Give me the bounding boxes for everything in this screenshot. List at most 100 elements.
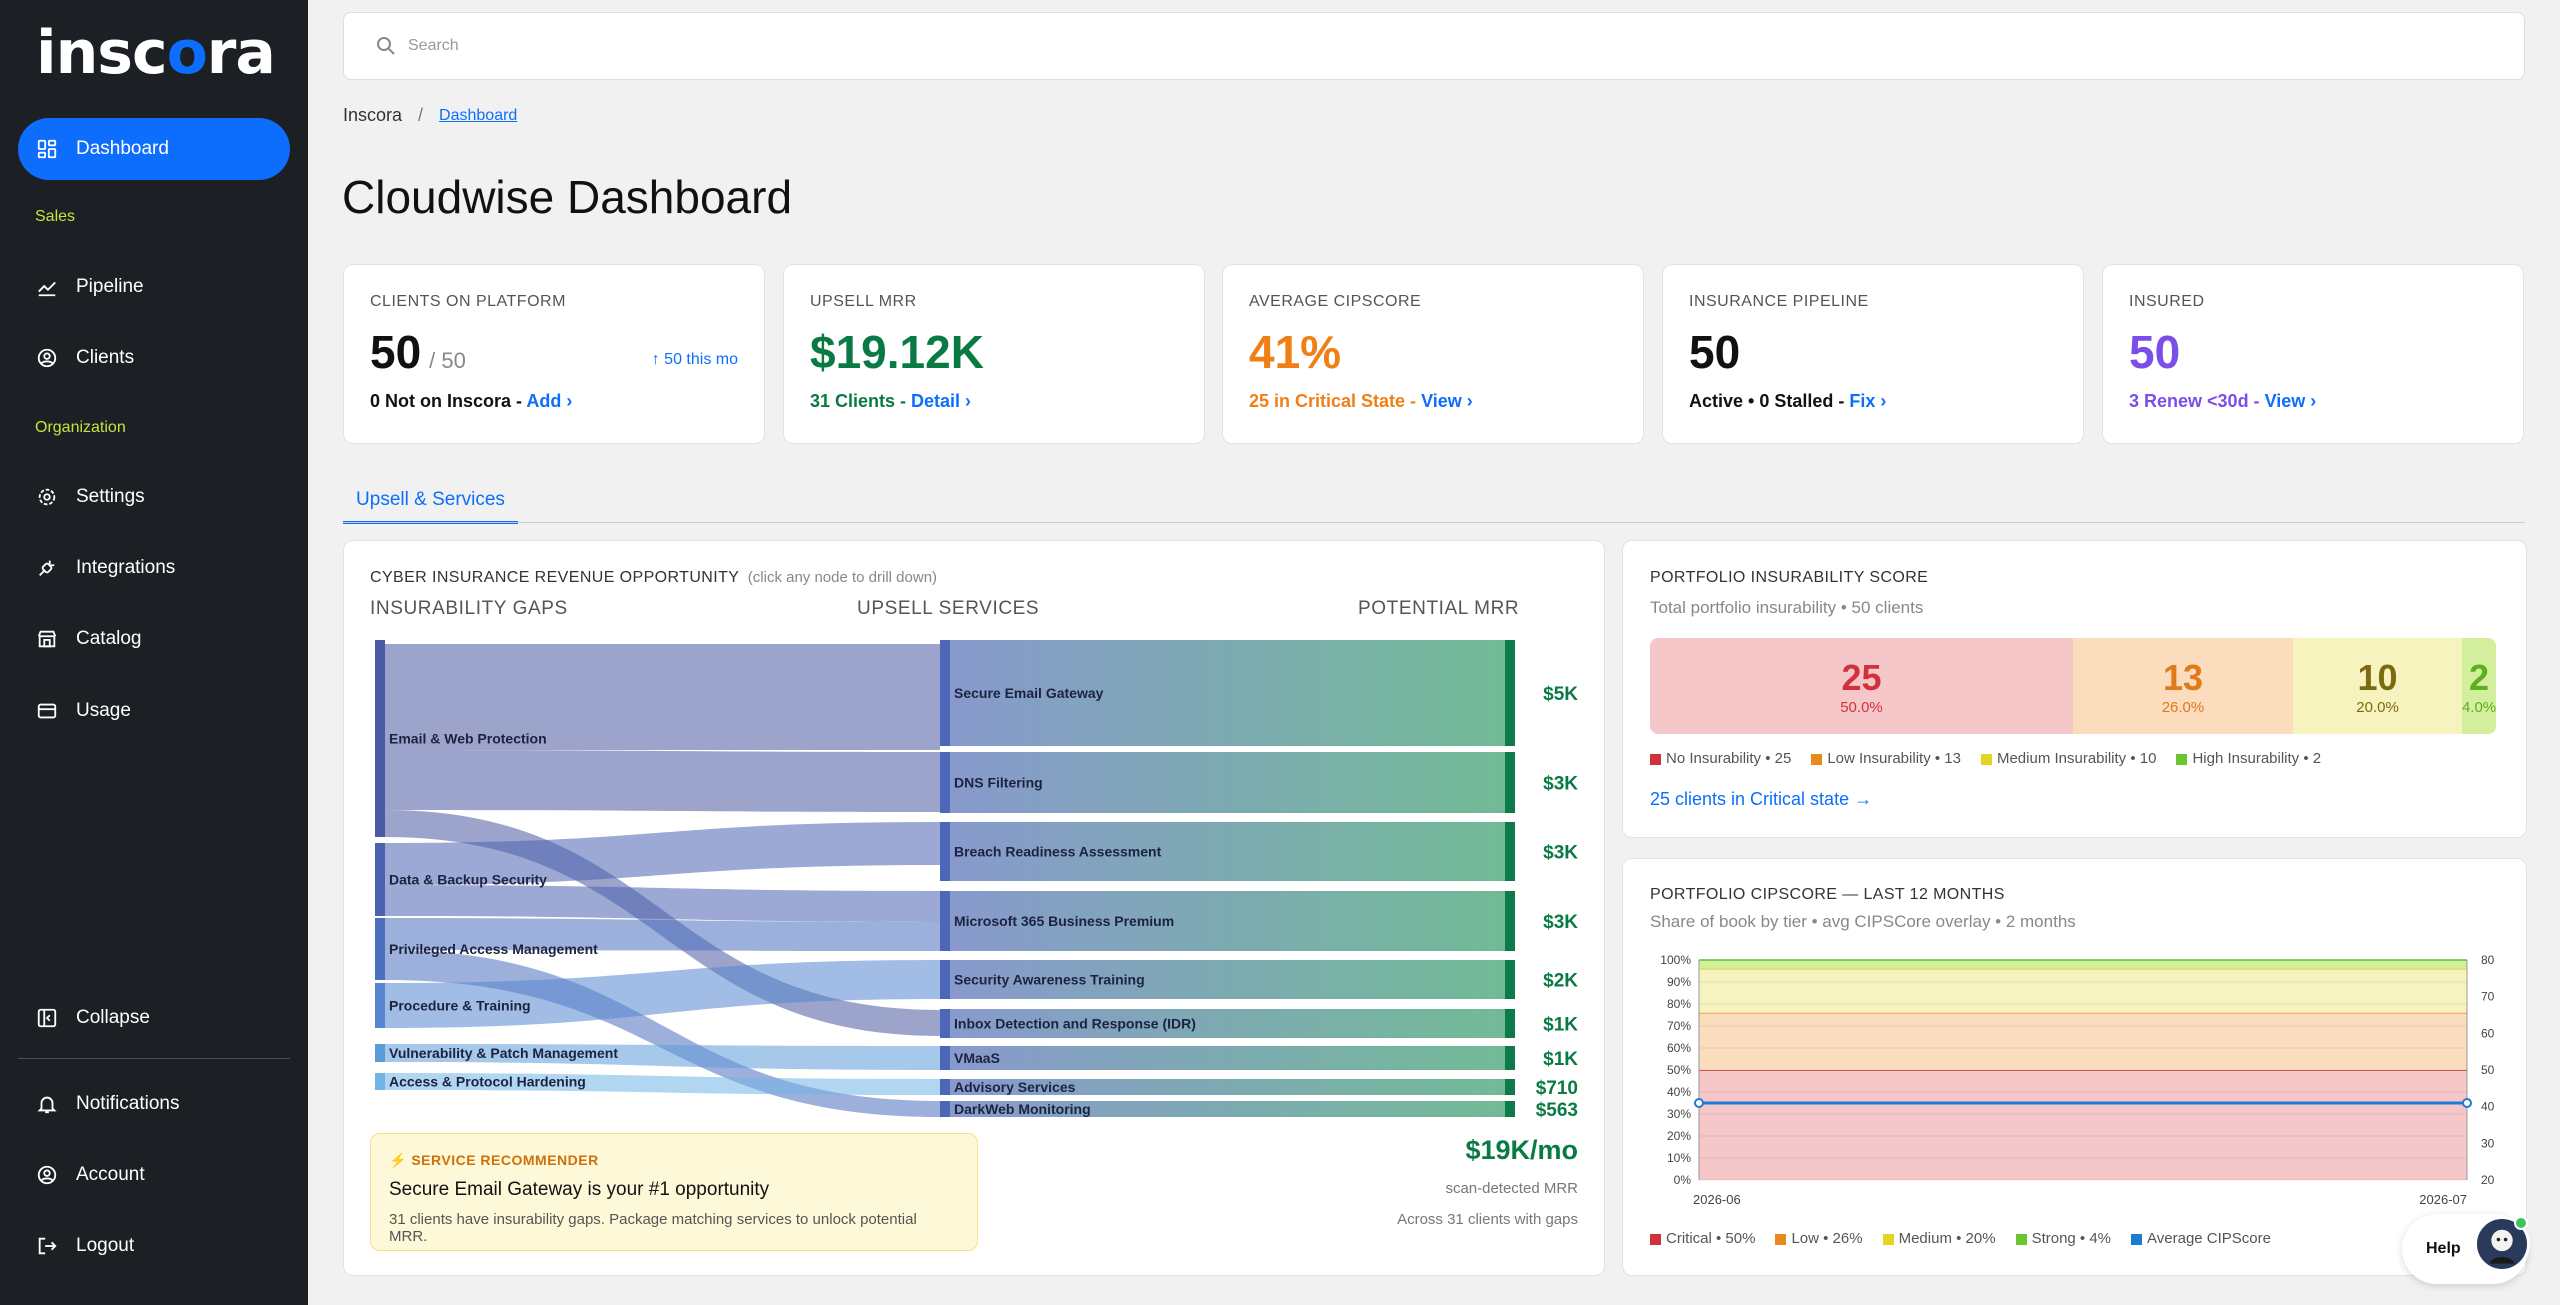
logout-icon bbox=[36, 1235, 58, 1257]
legend-label: Low • 26% bbox=[1791, 1230, 1863, 1247]
sankey-mrr-node[interactable] bbox=[1505, 752, 1515, 813]
sankey-service-flow[interactable] bbox=[950, 1101, 1505, 1117]
sankey-link[interactable] bbox=[385, 918, 940, 951]
legend-item: Strong • 4% bbox=[2015, 1230, 2111, 1247]
kpi-card[interactable]: INSURANCE PIPELINE 50 Active • 0 Stalled… bbox=[1662, 264, 2084, 444]
total-mrr-caption: scan-detected MRR bbox=[1445, 1180, 1578, 1197]
sankey-service-flow[interactable] bbox=[950, 640, 1505, 746]
kpi-footer-link[interactable]: Detail › bbox=[911, 391, 972, 411]
sankey-service-label: Breach Readiness Assessment bbox=[954, 844, 1162, 860]
insurability-bar[interactable]: 25 50.0% 13 26.0% 10 20.0% 2 4.0% bbox=[1650, 638, 2496, 734]
kpi-footer-link[interactable]: View › bbox=[2264, 391, 2317, 411]
sankey-gap-node[interactable] bbox=[375, 640, 385, 837]
sankey-service-node[interactable] bbox=[940, 1101, 950, 1117]
sankey-mrr-node[interactable] bbox=[1505, 640, 1515, 746]
sankey-mrr-node[interactable] bbox=[1505, 1046, 1515, 1070]
sankey-service-node[interactable] bbox=[940, 822, 950, 881]
sankey-link[interactable] bbox=[385, 1073, 940, 1095]
sankey-service-flow[interactable] bbox=[950, 960, 1505, 999]
kpi-card[interactable]: CLIENTS ON PLATFORM 50/ 50 ↑ 50 this mo … bbox=[343, 264, 765, 444]
cipscore-title: PORTFOLIO CIPSCORE — LAST 12 MONTHS bbox=[1650, 886, 2005, 903]
sankey-mrr-node[interactable] bbox=[1505, 960, 1515, 999]
insurability-segment[interactable]: 13 26.0% bbox=[2073, 638, 2293, 734]
breadcrumb-root[interactable]: Inscora bbox=[343, 105, 403, 125]
sankey-link[interactable] bbox=[385, 750, 940, 812]
sankey-mrr-node[interactable] bbox=[1505, 1009, 1515, 1038]
insurability-segment[interactable]: 2 4.0% bbox=[2462, 638, 2496, 734]
y-tick-label: 60% bbox=[1667, 1041, 1691, 1055]
y2-tick-label: 30 bbox=[2481, 1136, 2495, 1150]
sidebar-item-catalog[interactable]: Catalog bbox=[18, 608, 290, 670]
insurability-segment[interactable]: 10 20.0% bbox=[2292, 638, 2463, 734]
tab-upsell-services[interactable]: Upsell & Services bbox=[343, 480, 518, 524]
sankey-service-flow[interactable] bbox=[950, 1009, 1505, 1038]
sidebar-item-clients[interactable]: Clients bbox=[18, 327, 290, 389]
kpi-footer-link[interactable]: Fix › bbox=[1849, 391, 1887, 411]
sankey-service-node[interactable] bbox=[940, 960, 950, 999]
sankey-gap-node[interactable] bbox=[375, 983, 385, 1028]
sidebar-item-usage[interactable]: Usage bbox=[18, 680, 290, 742]
kpi-footer-link[interactable]: Add › bbox=[526, 391, 573, 411]
service-recommender[interactable]: ⚡ SERVICE RECOMMENDER Secure Email Gatew… bbox=[370, 1133, 978, 1251]
sankey-service-flow[interactable] bbox=[950, 891, 1505, 951]
sidebar-item-dashboard[interactable]: Dashboard bbox=[18, 118, 290, 180]
sidebar-item-pipeline[interactable]: Pipeline bbox=[18, 256, 290, 318]
sidebar-item-account[interactable]: Account bbox=[18, 1144, 290, 1206]
inscora-logo[interactable]: inscora bbox=[36, 18, 276, 88]
search-bar[interactable]: Search bbox=[343, 12, 2525, 80]
segment-percent: 26.0% bbox=[2161, 698, 2205, 716]
sankey-link[interactable] bbox=[385, 960, 940, 1028]
search-input[interactable]: Search bbox=[408, 37, 459, 54]
kpi-footer-text: 0 Not on Inscora - bbox=[370, 391, 527, 411]
kpi-card[interactable]: UPSELL MRR $19.12K 31 Clients - Detail › bbox=[783, 264, 1205, 444]
sankey-service-flow[interactable] bbox=[950, 1079, 1505, 1095]
sankey-gap-node[interactable] bbox=[375, 1073, 385, 1090]
sankey-mrr-node[interactable] bbox=[1505, 1079, 1515, 1095]
sankey-service-flow[interactable] bbox=[950, 752, 1505, 813]
sankey-mrr-node[interactable] bbox=[1505, 1101, 1515, 1117]
sankey-service-label: Advisory Services bbox=[954, 1079, 1076, 1095]
breadcrumb-current[interactable]: Dashboard bbox=[439, 107, 518, 124]
sankey-mrr-label: $3K bbox=[1543, 774, 1578, 795]
sankey-link[interactable] bbox=[385, 885, 940, 922]
sankey-service-node[interactable] bbox=[940, 640, 950, 746]
sankey-title: CYBER INSURANCE REVENUE OPPORTUNITY bbox=[370, 569, 740, 586]
sidebar-item-integrations[interactable]: Integrations bbox=[18, 537, 290, 599]
y-tick-label: 30% bbox=[1667, 1107, 1691, 1121]
kpi-footer-link[interactable]: View › bbox=[1421, 391, 1473, 411]
sankey-service-node[interactable] bbox=[940, 1009, 950, 1038]
recommender-title: Secure Email Gateway is your #1 opportun… bbox=[389, 1179, 770, 1200]
sankey-service-flow[interactable] bbox=[950, 822, 1505, 881]
kpi-card[interactable]: AVERAGE CIPSCORE 41% 25 in Critical Stat… bbox=[1222, 264, 1644, 444]
sankey-mrr-node[interactable] bbox=[1505, 891, 1515, 951]
kpi-card[interactable]: INSURED 50 3 Renew <30d - View › bbox=[2102, 264, 2524, 444]
sankey-mrr-node[interactable] bbox=[1505, 822, 1515, 881]
sankey-service-flow[interactable] bbox=[950, 1046, 1505, 1070]
sankey-service-node[interactable] bbox=[940, 752, 950, 813]
sankey-service-node[interactable] bbox=[940, 891, 950, 951]
legend-label: Medium • 20% bbox=[1898, 1230, 1996, 1247]
sankey-link[interactable] bbox=[385, 822, 940, 885]
sankey-service-node[interactable] bbox=[940, 1079, 950, 1095]
sidebar-item-label: Logout bbox=[76, 1235, 135, 1256]
legend-item: Medium • 20% bbox=[1882, 1230, 1996, 1247]
sidebar-item-collapse[interactable]: Collapse bbox=[18, 987, 290, 1049]
help-label: Help bbox=[2426, 1240, 2461, 1257]
critical-clients-link[interactable]: 25 clients in Critical state → bbox=[1650, 789, 1873, 809]
col-potential-mrr: POTENTIAL MRR bbox=[1358, 598, 1520, 619]
sankey-gap-node[interactable] bbox=[375, 918, 385, 980]
sidebar-item-logout[interactable]: Logout bbox=[18, 1215, 290, 1277]
sankey-gap-node[interactable] bbox=[375, 843, 385, 916]
sankey-gap-label: Procedure & Training bbox=[389, 998, 531, 1014]
sidebar-item-settings[interactable]: Settings bbox=[18, 466, 290, 528]
sidebar-item-notifications[interactable]: Notifications bbox=[18, 1073, 290, 1135]
average-cipscore-point[interactable] bbox=[2462, 1098, 2472, 1108]
sankey-gap-node[interactable] bbox=[375, 1044, 385, 1062]
insurability-segment[interactable]: 25 50.0% bbox=[1650, 638, 2073, 734]
sankey-link[interactable] bbox=[385, 644, 940, 750]
sankey-service-node[interactable] bbox=[940, 1046, 950, 1070]
sankey-link[interactable] bbox=[385, 1044, 940, 1070]
average-cipscore-point[interactable] bbox=[1694, 1098, 1704, 1108]
grid-icon bbox=[36, 138, 58, 160]
segment-percent: 50.0% bbox=[1840, 698, 1883, 716]
